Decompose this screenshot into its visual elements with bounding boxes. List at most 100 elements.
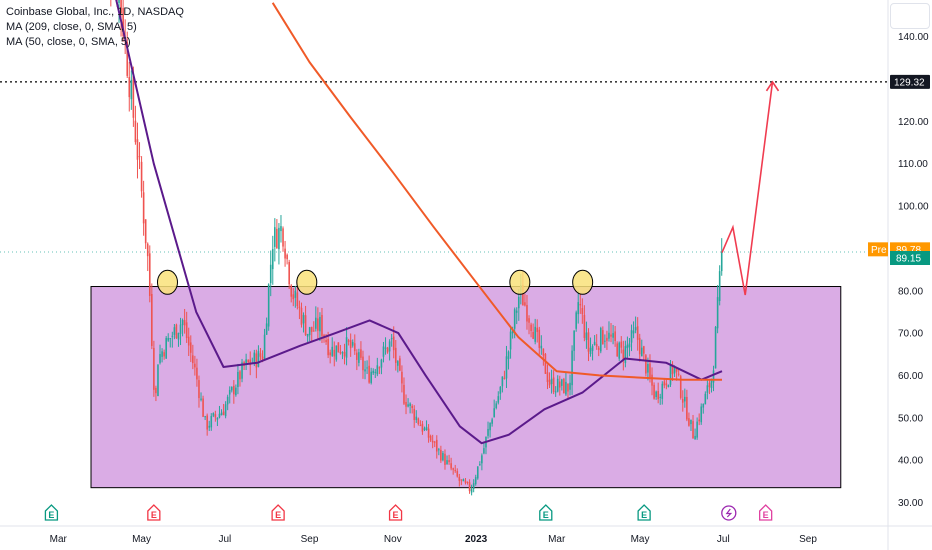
candle-body — [577, 302, 580, 315]
candle-body — [364, 369, 366, 372]
x-tick-label: May — [132, 534, 151, 545]
candle-body — [511, 329, 514, 334]
candle-body — [171, 335, 174, 337]
candle-body — [710, 379, 713, 389]
candle-body — [694, 435, 696, 440]
candle-body — [677, 373, 680, 375]
candle-body — [130, 79, 133, 100]
candle-body — [356, 352, 358, 360]
earnings-marker-label: E — [48, 510, 54, 520]
candle-body — [165, 337, 167, 359]
candle-body — [415, 416, 418, 420]
candle-body — [669, 363, 672, 385]
candle-body — [341, 352, 344, 354]
earnings-marker-6 — [637, 504, 651, 521]
candle-body — [513, 309, 516, 329]
candle-body — [690, 419, 692, 425]
candle-body — [194, 363, 196, 368]
candle-body — [179, 324, 182, 334]
candle-body — [284, 248, 286, 259]
candle-body — [593, 341, 596, 345]
candle-body — [376, 365, 379, 375]
x-tick-label: Jul — [717, 534, 730, 545]
candle-body — [159, 354, 161, 363]
candle-body — [417, 418, 420, 425]
candle-body — [505, 356, 508, 379]
candle-body — [343, 351, 346, 357]
candle-body — [517, 296, 520, 309]
candle-body — [612, 333, 614, 338]
candle-body — [187, 336, 190, 346]
y-tick-label: 50.00 — [898, 413, 923, 424]
candle-body — [507, 351, 510, 360]
candle-body — [489, 423, 491, 431]
candle-body — [304, 315, 307, 336]
candle-body — [177, 332, 180, 340]
candle-body — [183, 320, 186, 326]
candle-body — [128, 77, 131, 98]
candle-body — [325, 340, 327, 343]
candle-body — [259, 353, 262, 357]
candle-body — [620, 341, 623, 348]
candle-body — [282, 228, 284, 247]
candle-body — [196, 367, 198, 380]
candle-body — [175, 324, 178, 339]
candle-body — [335, 345, 338, 360]
candle-body — [208, 425, 211, 428]
candle-body — [714, 327, 717, 369]
candle-body — [604, 340, 606, 342]
candle-body — [466, 481, 469, 483]
candle-body — [306, 333, 309, 337]
candle-body — [501, 376, 504, 387]
candle-body — [296, 292, 299, 307]
candle-body — [558, 381, 561, 388]
candle-body — [173, 327, 176, 335]
candle-body — [349, 340, 352, 349]
candle-body — [649, 363, 651, 378]
candle-body — [382, 346, 385, 357]
candle-body — [280, 226, 282, 232]
legend-ma-50: MA (50, close, 0, SMA, 5) — [6, 36, 131, 48]
candle-body — [120, 0, 122, 14]
candle-body — [288, 261, 290, 285]
candle-body — [673, 366, 676, 374]
candle-body — [515, 310, 518, 313]
touch-marker-4 — [572, 269, 594, 295]
candle-body — [442, 453, 444, 461]
candle-body — [571, 350, 573, 386]
candle-body — [540, 345, 543, 349]
candle-body — [265, 323, 268, 335]
candle-body — [626, 344, 629, 349]
projection-path — [721, 81, 774, 296]
candle-body — [321, 314, 323, 336]
candle-body — [198, 380, 200, 399]
candle-body — [239, 371, 241, 380]
candle-body — [224, 404, 227, 417]
target-tag-bg — [890, 74, 930, 89]
candle-body — [452, 468, 454, 470]
candle-body — [237, 371, 239, 388]
candle-body — [599, 328, 602, 352]
candle-body — [530, 324, 532, 331]
candle-body — [460, 479, 463, 481]
candle-body — [397, 361, 399, 366]
candle-body — [608, 332, 610, 339]
candle-body — [294, 290, 297, 298]
candle-body — [472, 483, 475, 489]
candle-body — [302, 314, 305, 324]
candle-body — [638, 337, 641, 355]
earnings-marker-3 — [271, 504, 285, 521]
candle-body — [269, 264, 272, 284]
candle-body — [456, 471, 459, 477]
candle-body — [274, 227, 276, 247]
candle-body — [267, 284, 270, 327]
candle-body — [423, 428, 426, 430]
candle-body — [157, 364, 159, 397]
candle-body — [470, 489, 473, 493]
candle-body — [362, 356, 364, 371]
chart-settings-button[interactable] — [890, 3, 930, 29]
candle-body — [142, 192, 145, 224]
candle-body — [388, 341, 391, 352]
candle-body — [218, 413, 221, 418]
